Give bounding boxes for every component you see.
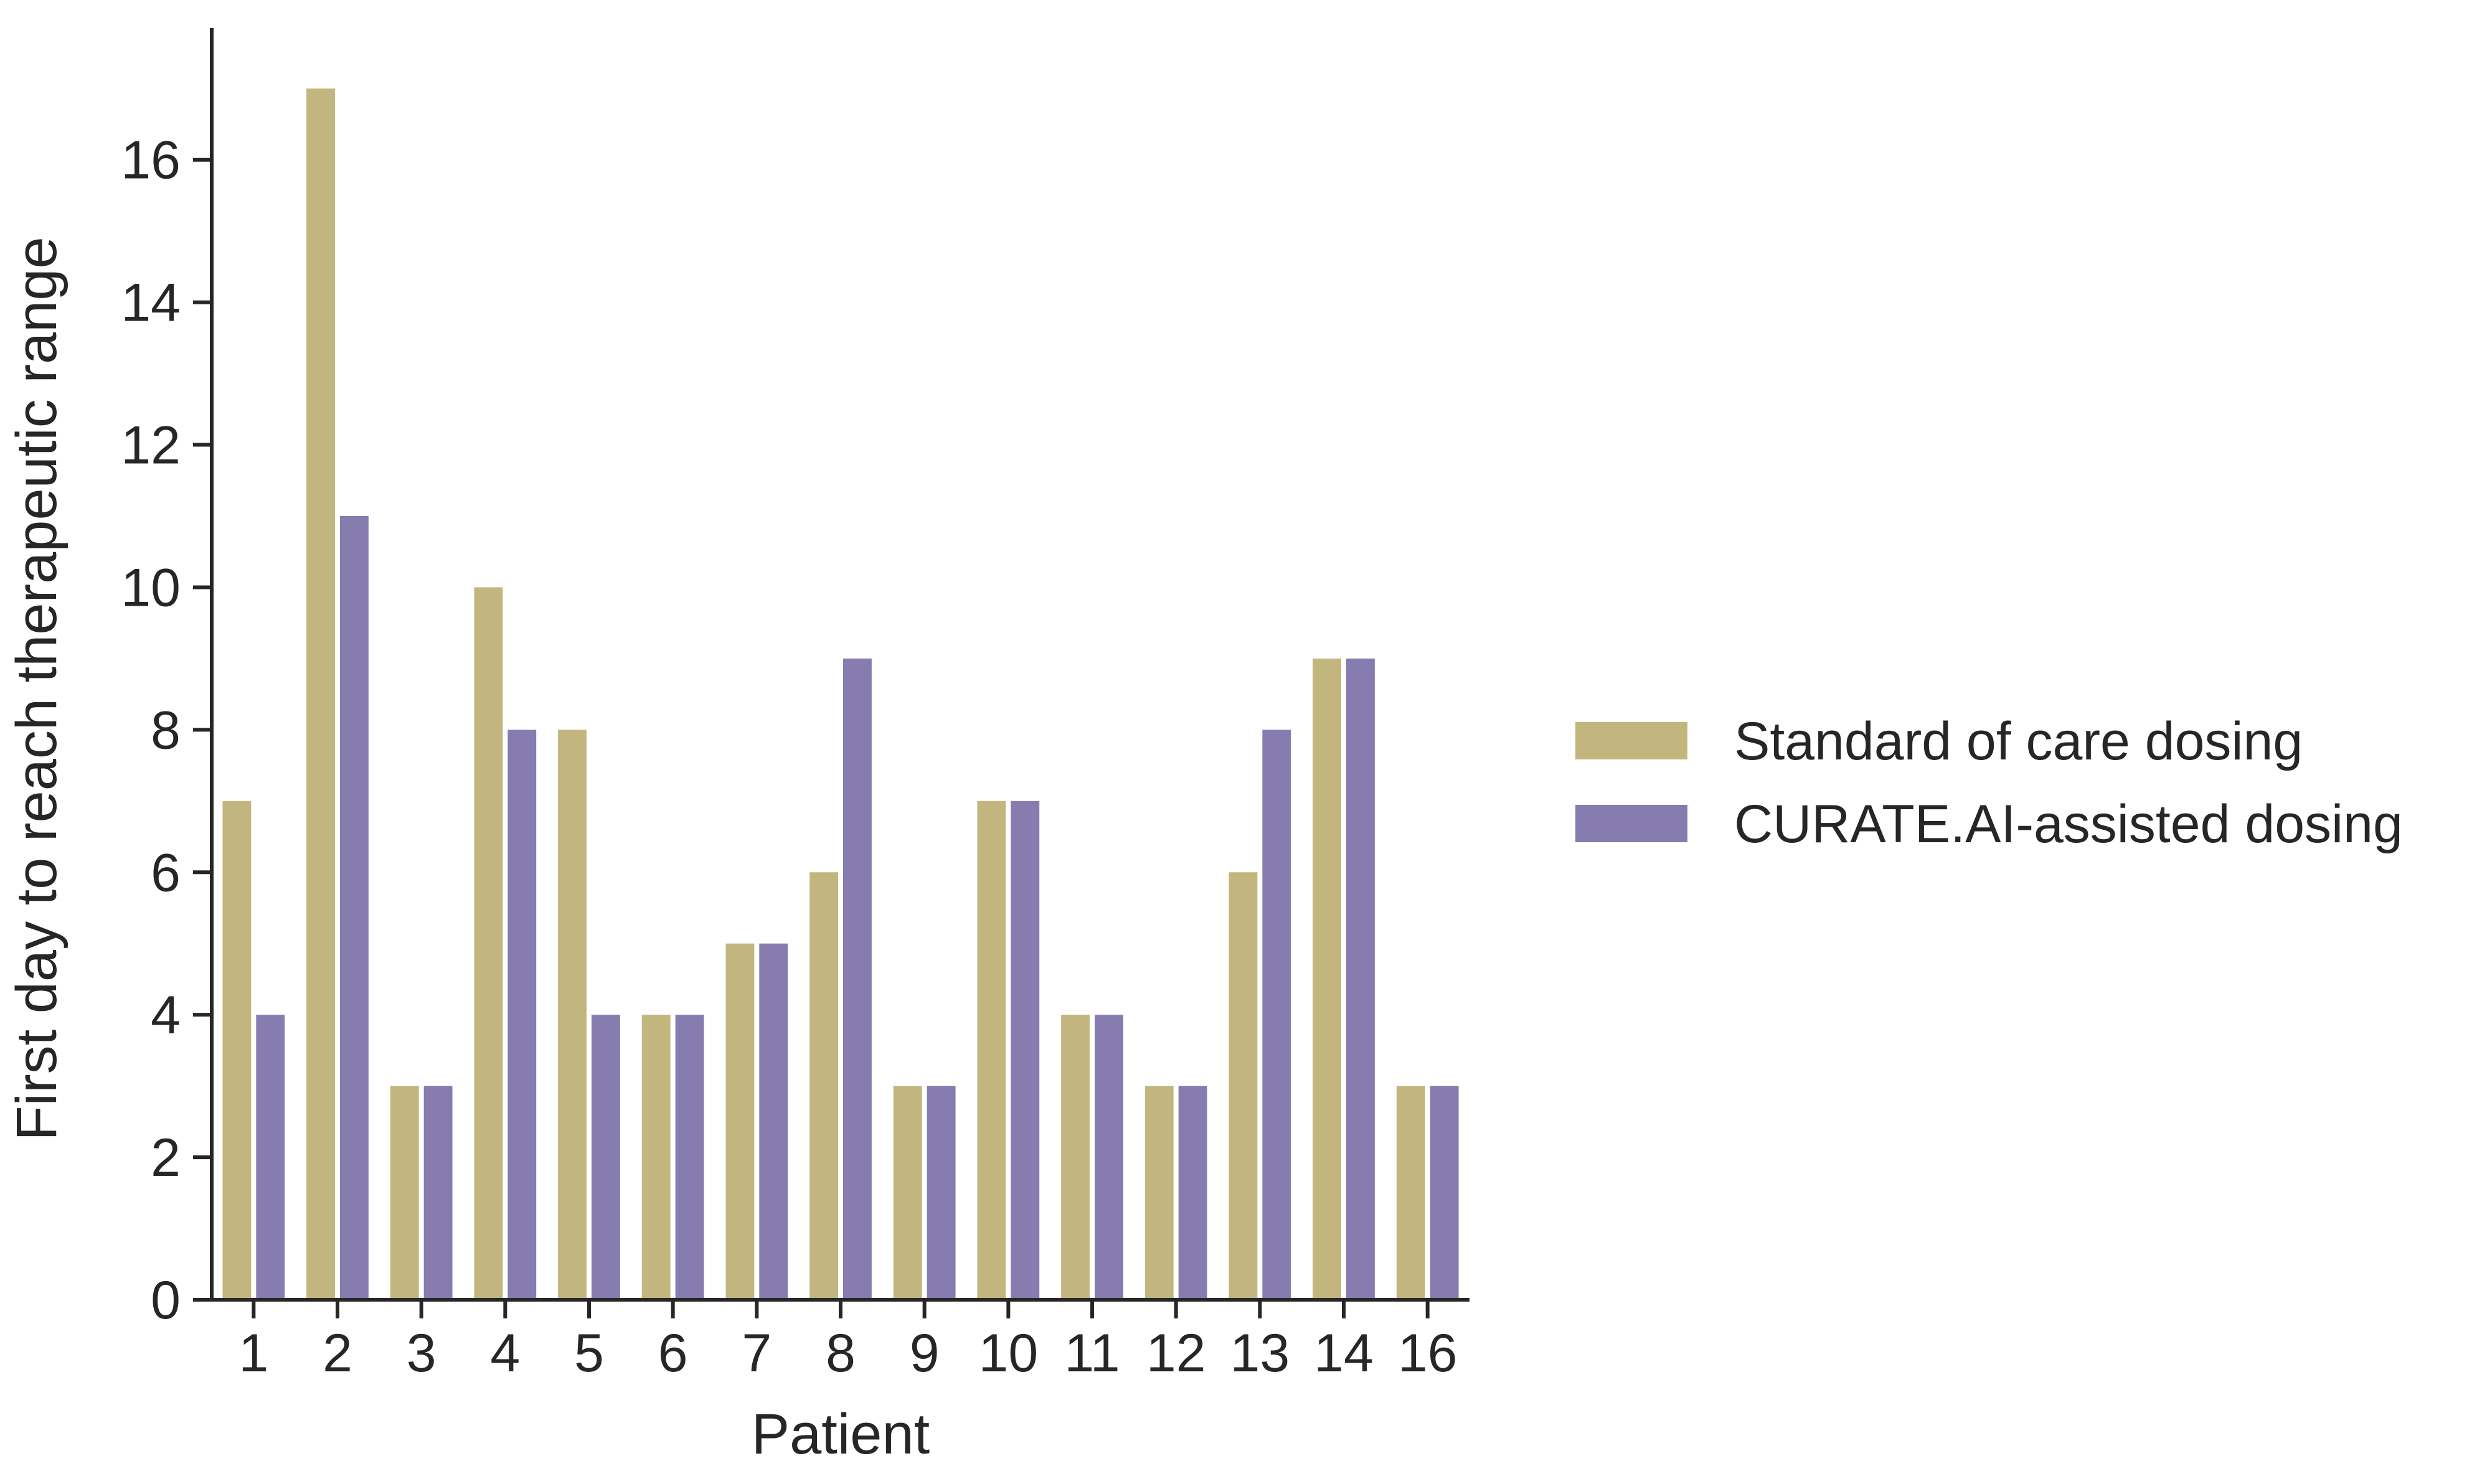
bar-series-1-patient-12 [1144, 1086, 1174, 1300]
bar-series-2-patient-6 [675, 1015, 704, 1300]
y-tick-label: 14 [121, 273, 181, 333]
y-tick-label: 8 [151, 700, 181, 760]
bar-series-2-patient-16 [1430, 1086, 1459, 1300]
x-tick-label: 14 [1314, 1323, 1374, 1383]
bar-series-1-patient-6 [641, 1015, 671, 1300]
legend-label-2: CURATE.AI-assisted dosing [1734, 794, 2403, 854]
x-tick-label: 3 [407, 1323, 436, 1383]
bar-series-1-patient-7 [725, 943, 755, 1300]
bar-series-2-patient-2 [340, 516, 369, 1300]
bar-series-2-patient-11 [1095, 1015, 1123, 1300]
x-tick-label: 13 [1230, 1323, 1290, 1383]
bar-series-2-patient-9 [927, 1086, 956, 1300]
bar-series-1-patient-5 [558, 730, 587, 1300]
bar-series-2-patient-3 [423, 1086, 453, 1300]
bar-series-1-patient-14 [1313, 658, 1341, 1300]
x-tick-label: 1 [238, 1323, 268, 1383]
bar-series-1-patient-10 [977, 801, 1006, 1300]
legend: Standard of care dosing CURATE.AI-assiste… [1575, 711, 2403, 854]
x-tick-label: 5 [574, 1323, 604, 1383]
y-tick-label: 2 [151, 1128, 181, 1188]
bar-series-2-patient-14 [1346, 658, 1375, 1300]
legend-swatch-1 [1575, 722, 1687, 759]
bar-series-1-patient-16 [1396, 1086, 1425, 1300]
y-tick-label: 4 [151, 985, 181, 1045]
bar-series-1-patient-1 [222, 801, 252, 1300]
bar-series-2-patient-1 [256, 1015, 285, 1300]
x-tick-label: 6 [658, 1323, 688, 1383]
x-tick-label: 12 [1146, 1323, 1206, 1383]
bar-series-1-patient-8 [809, 872, 838, 1300]
bar-series-2-patient-10 [1011, 801, 1040, 1300]
x-tick-label: 11 [1064, 1323, 1120, 1383]
bar-series-1-patient-2 [306, 88, 335, 1300]
legend-swatch-2 [1575, 805, 1687, 842]
legend-label-1: Standard of care dosing [1734, 711, 2303, 771]
x-tick-label: 2 [323, 1323, 352, 1383]
y-tick-label: 12 [121, 416, 181, 476]
y-tick-label: 16 [121, 131, 181, 190]
x-tick-label: 16 [1398, 1323, 1458, 1383]
bar-series-2-patient-8 [843, 658, 872, 1300]
bar-series-1-patient-3 [390, 1086, 419, 1300]
bar-series-2-patient-4 [507, 730, 537, 1300]
bars-layer [222, 88, 1459, 1300]
x-tick-label: 7 [742, 1323, 771, 1383]
y-tick-label: 0 [151, 1270, 181, 1330]
x-tick-label: 10 [978, 1323, 1038, 1383]
y-axis-label: First day to reach therapeutic range [5, 237, 68, 1140]
x-tick-label: 9 [910, 1323, 940, 1383]
bar-series-2-patient-12 [1178, 1086, 1207, 1300]
y-ticks: 0 2 4 6 8 10 12 14 16 [121, 131, 212, 1330]
x-axis-label: Patient [752, 1402, 930, 1466]
bar-series-1-patient-11 [1061, 1015, 1090, 1300]
x-tick-label: 4 [490, 1323, 520, 1383]
bar-series-2-patient-7 [759, 943, 788, 1300]
y-tick-label: 10 [121, 558, 181, 618]
bar-series-1-patient-9 [893, 1086, 922, 1300]
y-tick-label: 6 [151, 843, 181, 903]
x-ticks: 1 2 3 4 5 6 7 8 9 10 11 12 13 14 16 [238, 1300, 1458, 1383]
bar-series-1-patient-4 [474, 587, 503, 1300]
bar-series-2-patient-13 [1262, 730, 1291, 1300]
x-tick-label: 8 [826, 1323, 856, 1383]
bar-series-2-patient-5 [592, 1015, 620, 1300]
bar-series-1-patient-13 [1229, 872, 1258, 1300]
